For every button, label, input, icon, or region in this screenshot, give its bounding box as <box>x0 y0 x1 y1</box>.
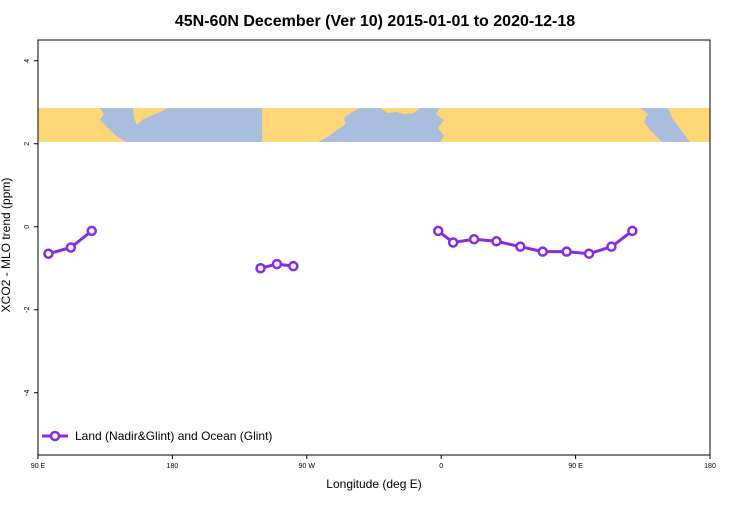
legend-marker <box>49 430 61 442</box>
data-point <box>86 225 98 237</box>
legend-label: Land (Nadir&Glint) and Ocean (Glint) <box>75 429 272 443</box>
data-point <box>561 246 572 257</box>
data-point <box>606 241 617 252</box>
legend: Land (Nadir&Glint) and Ocean (Glint) <box>42 429 272 443</box>
x-tick-label: 90 W <box>299 463 316 470</box>
data-point <box>271 258 283 270</box>
x-tick-label: 0 <box>439 463 443 470</box>
y-tick-label: 0 <box>24 225 31 229</box>
x-tick-label: 90 E <box>31 463 46 470</box>
x-tick-label: 90 E <box>568 463 583 470</box>
plot-frame <box>37 39 711 456</box>
y-tick-label: -4 <box>24 390 31 396</box>
axes: 90 E 180 90 W 0 90 E 180 4 2 0 -2 -4 <box>24 59 716 470</box>
data-series <box>43 225 638 274</box>
x-tick-label: 180 <box>704 463 716 470</box>
y-axis-label: XCO2 - MLO trend (ppm) <box>0 178 13 313</box>
chart-title: 45N-60N December (Ver 10) 2015-01-01 to … <box>175 13 575 30</box>
data-point <box>468 233 480 245</box>
series-line <box>437 229 634 256</box>
x-axis-label: Longitude (deg E) <box>326 477 421 491</box>
data-point <box>515 241 526 252</box>
data-point <box>583 248 595 259</box>
y-tick-label: 4 <box>24 59 31 63</box>
map-land <box>38 108 710 142</box>
y-tick-label: -2 <box>24 307 31 313</box>
data-point <box>288 260 299 272</box>
data-point <box>491 236 502 247</box>
data-point <box>43 248 54 259</box>
data-point <box>447 237 459 248</box>
data-point <box>432 225 444 237</box>
x-tick-label: 180 <box>167 463 179 470</box>
data-point <box>255 263 266 274</box>
data-point <box>627 225 638 237</box>
y-tick-label: 2 <box>24 142 31 146</box>
data-point <box>537 246 548 257</box>
world-map-band <box>38 108 710 142</box>
data-point <box>65 242 77 253</box>
